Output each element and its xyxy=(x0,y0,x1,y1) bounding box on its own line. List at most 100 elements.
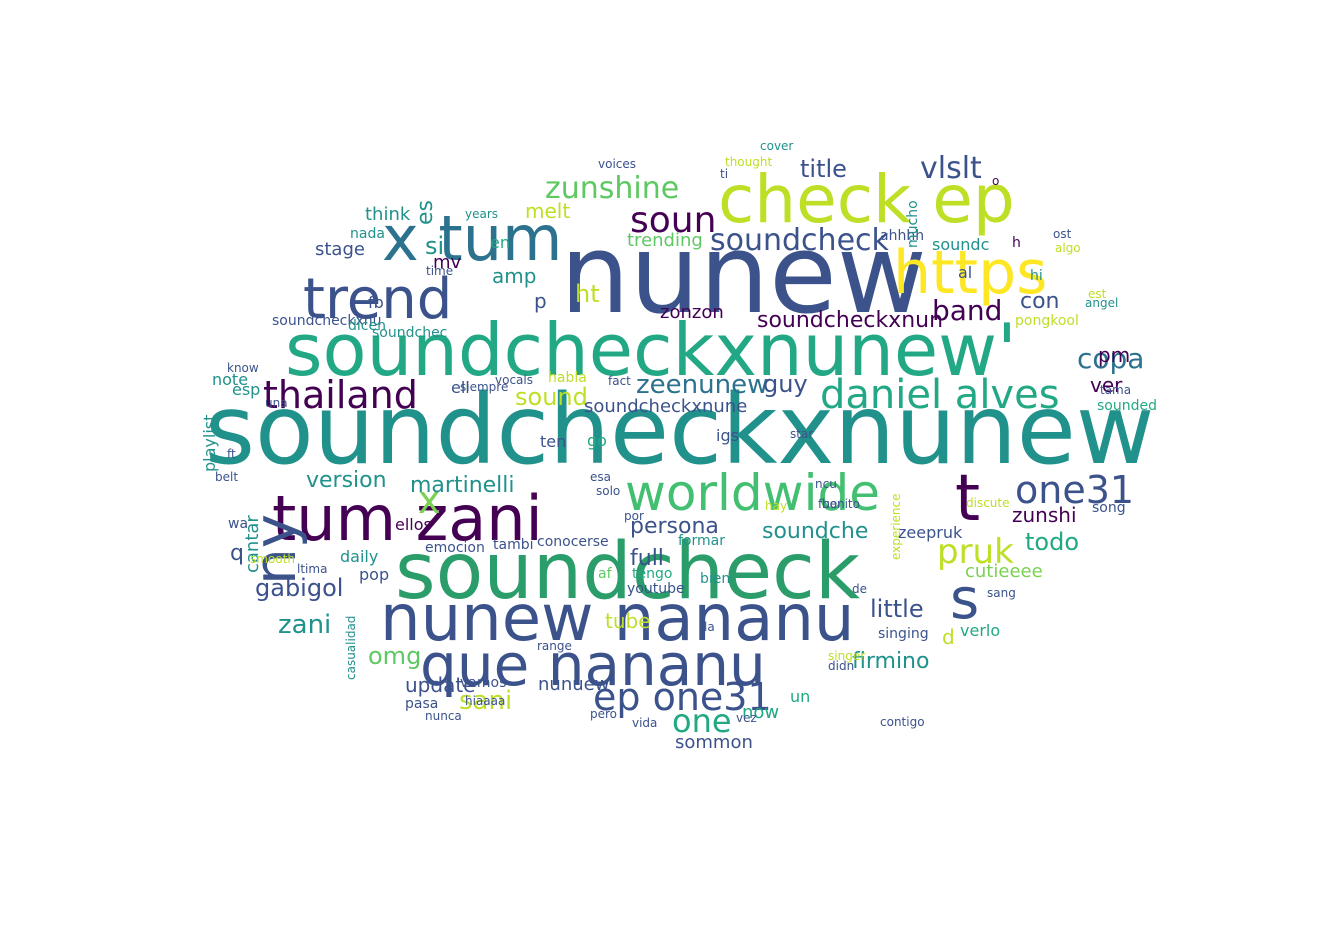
word-128: d xyxy=(942,625,955,649)
word-40: little xyxy=(870,595,924,623)
word-141: vez xyxy=(736,711,757,725)
word-115: smooth xyxy=(250,552,295,566)
word-30: persona xyxy=(630,514,719,539)
word-36: omg xyxy=(368,642,421,670)
word-48: trending xyxy=(627,230,703,251)
word-138: nunca xyxy=(425,709,462,723)
word-70: note xyxy=(212,370,248,389)
word-150: belt xyxy=(215,470,238,484)
word-59: nunuew xyxy=(538,674,609,695)
word-147: esa xyxy=(590,470,611,484)
word-20: soun xyxy=(630,200,716,241)
word-117: star xyxy=(790,427,813,441)
word-96: ell xyxy=(451,378,470,397)
word-83: pongkool xyxy=(1015,313,1079,329)
word-122: vida xyxy=(632,716,657,730)
word-25: pruk xyxy=(937,532,1014,572)
word-129: p xyxy=(534,289,547,313)
word-16: ny xyxy=(241,514,309,585)
word-124: una xyxy=(265,396,288,410)
word-82: sounded xyxy=(1097,398,1157,414)
word-130: q xyxy=(230,541,244,566)
word-26: band xyxy=(932,294,1002,327)
word-28: zeenunew xyxy=(636,370,768,400)
word-97: un xyxy=(790,687,810,706)
word-118: fact xyxy=(608,374,631,388)
word-140: didn xyxy=(828,659,854,673)
word-84: soundcheckxnu xyxy=(272,313,382,329)
word-109: est xyxy=(1088,287,1107,301)
word-144: contigo xyxy=(880,715,925,729)
word-136: fue xyxy=(818,497,837,511)
word-46: ht xyxy=(575,280,600,308)
word-56: cutieeee xyxy=(965,561,1043,582)
word-112: af xyxy=(598,566,613,582)
word-45: melt xyxy=(525,199,570,223)
word-42: todo xyxy=(1025,528,1079,556)
word-131: wa xyxy=(228,516,248,532)
word-104: cover xyxy=(760,139,793,153)
word-27: title xyxy=(800,155,847,183)
word-85: soundchec xyxy=(372,325,447,341)
word-24: soundcheckxnun xyxy=(757,308,943,333)
word-132: sang xyxy=(987,586,1016,600)
word-65: mv xyxy=(433,252,462,273)
word-4: tum zani xyxy=(272,482,543,555)
word-127: h xyxy=(1012,235,1021,251)
word-2: nunew xyxy=(560,210,927,338)
word-cloud-words: soundcheckxnunewsoundcheckxnunew'nunewso… xyxy=(200,139,1157,753)
word-49: soundcheckxnune xyxy=(584,396,747,417)
word-145: ltima xyxy=(297,562,327,576)
word-33: version xyxy=(306,468,387,493)
word-89: youtube xyxy=(627,581,685,597)
word-90: tengo xyxy=(632,566,672,582)
word-18: s xyxy=(950,567,979,632)
word-0: soundcheckxnunew xyxy=(205,374,1154,486)
word-73: pop xyxy=(359,565,389,584)
word-71: daily xyxy=(340,547,378,566)
word-35: zani xyxy=(278,610,331,640)
word-125: ncu xyxy=(815,477,837,491)
word-43: amp xyxy=(492,264,536,288)
word-67: cantar xyxy=(242,515,263,573)
word-108: angel xyxy=(1085,296,1118,310)
word-69: esp xyxy=(232,380,260,399)
word-19: x xyxy=(418,478,441,522)
word-149: tama xyxy=(1100,383,1131,397)
word-86: ahhhh xyxy=(880,228,924,244)
word-137: ti xyxy=(720,167,728,181)
word-152: la xyxy=(704,620,715,634)
word-98: vamos xyxy=(460,675,506,691)
word-6: check ep xyxy=(718,161,1015,238)
word-12: thailand xyxy=(263,373,418,417)
word-93: igs xyxy=(716,426,739,445)
word-116: vocals xyxy=(495,373,533,387)
word-119: siempre xyxy=(460,380,508,394)
word-17: t xyxy=(955,462,980,536)
word-62: stage xyxy=(315,239,365,260)
word-142: time xyxy=(426,264,453,278)
word-79: singing xyxy=(878,626,929,642)
word-135: bonito xyxy=(822,497,860,511)
word-53: pm xyxy=(1098,343,1130,367)
word-105: al xyxy=(958,263,972,282)
word-15: one31 xyxy=(1015,468,1134,512)
word-38: one xyxy=(672,702,732,740)
word-21: soundcheck xyxy=(710,223,890,258)
word-34: gabigol xyxy=(255,574,343,602)
word-54: con xyxy=(1020,289,1060,314)
word-101: nada xyxy=(350,226,385,242)
word-57: tube xyxy=(605,609,651,633)
word-44: si xyxy=(425,232,444,260)
word-133: singer xyxy=(828,649,865,663)
word-134: experience xyxy=(889,493,903,560)
word-153: de xyxy=(852,582,867,596)
word-37: sani xyxy=(459,686,512,716)
word-80: zeepruk xyxy=(898,523,963,542)
word-41: zunshi xyxy=(1012,503,1077,527)
word-3: soundcheck xyxy=(395,527,860,617)
word-51: guy xyxy=(763,370,808,398)
word-114: casualidad xyxy=(344,616,358,680)
word-11: trend xyxy=(303,267,452,332)
